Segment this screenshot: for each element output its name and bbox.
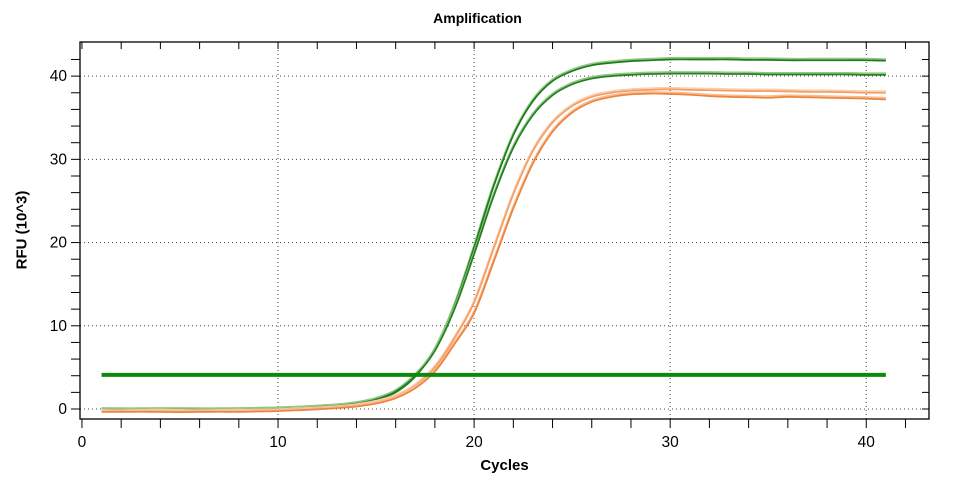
y-tick-label: 30	[50, 151, 68, 168]
plot-border	[79, 41, 930, 420]
amplification-trace-green-1[interactable]	[101, 58, 886, 411]
trace-halo-orange-2	[101, 91, 886, 413]
chart-title: Amplification	[433, 10, 522, 26]
x-tick-label: 10	[269, 434, 287, 451]
amplification-trace-orange-2[interactable]	[101, 92, 886, 413]
amplification-trace-green-2[interactable]	[101, 72, 886, 411]
y-tick-label: 20	[50, 235, 68, 252]
y-tick-label: 10	[50, 318, 68, 335]
trace-halo-green-1	[101, 56, 886, 411]
x-tick-label: 20	[465, 434, 483, 451]
x-tick-label: 40	[858, 434, 876, 451]
x-tick-label: 0	[78, 434, 87, 451]
x-tick-label: 30	[662, 434, 680, 451]
y-tick-label: 40	[50, 68, 68, 85]
y-tick-label: 0	[58, 401, 67, 418]
x-axis-label: Cycles	[480, 457, 529, 474]
trace-halo-green-2	[101, 71, 886, 411]
amplification-trace-orange-1[interactable]	[101, 88, 886, 413]
